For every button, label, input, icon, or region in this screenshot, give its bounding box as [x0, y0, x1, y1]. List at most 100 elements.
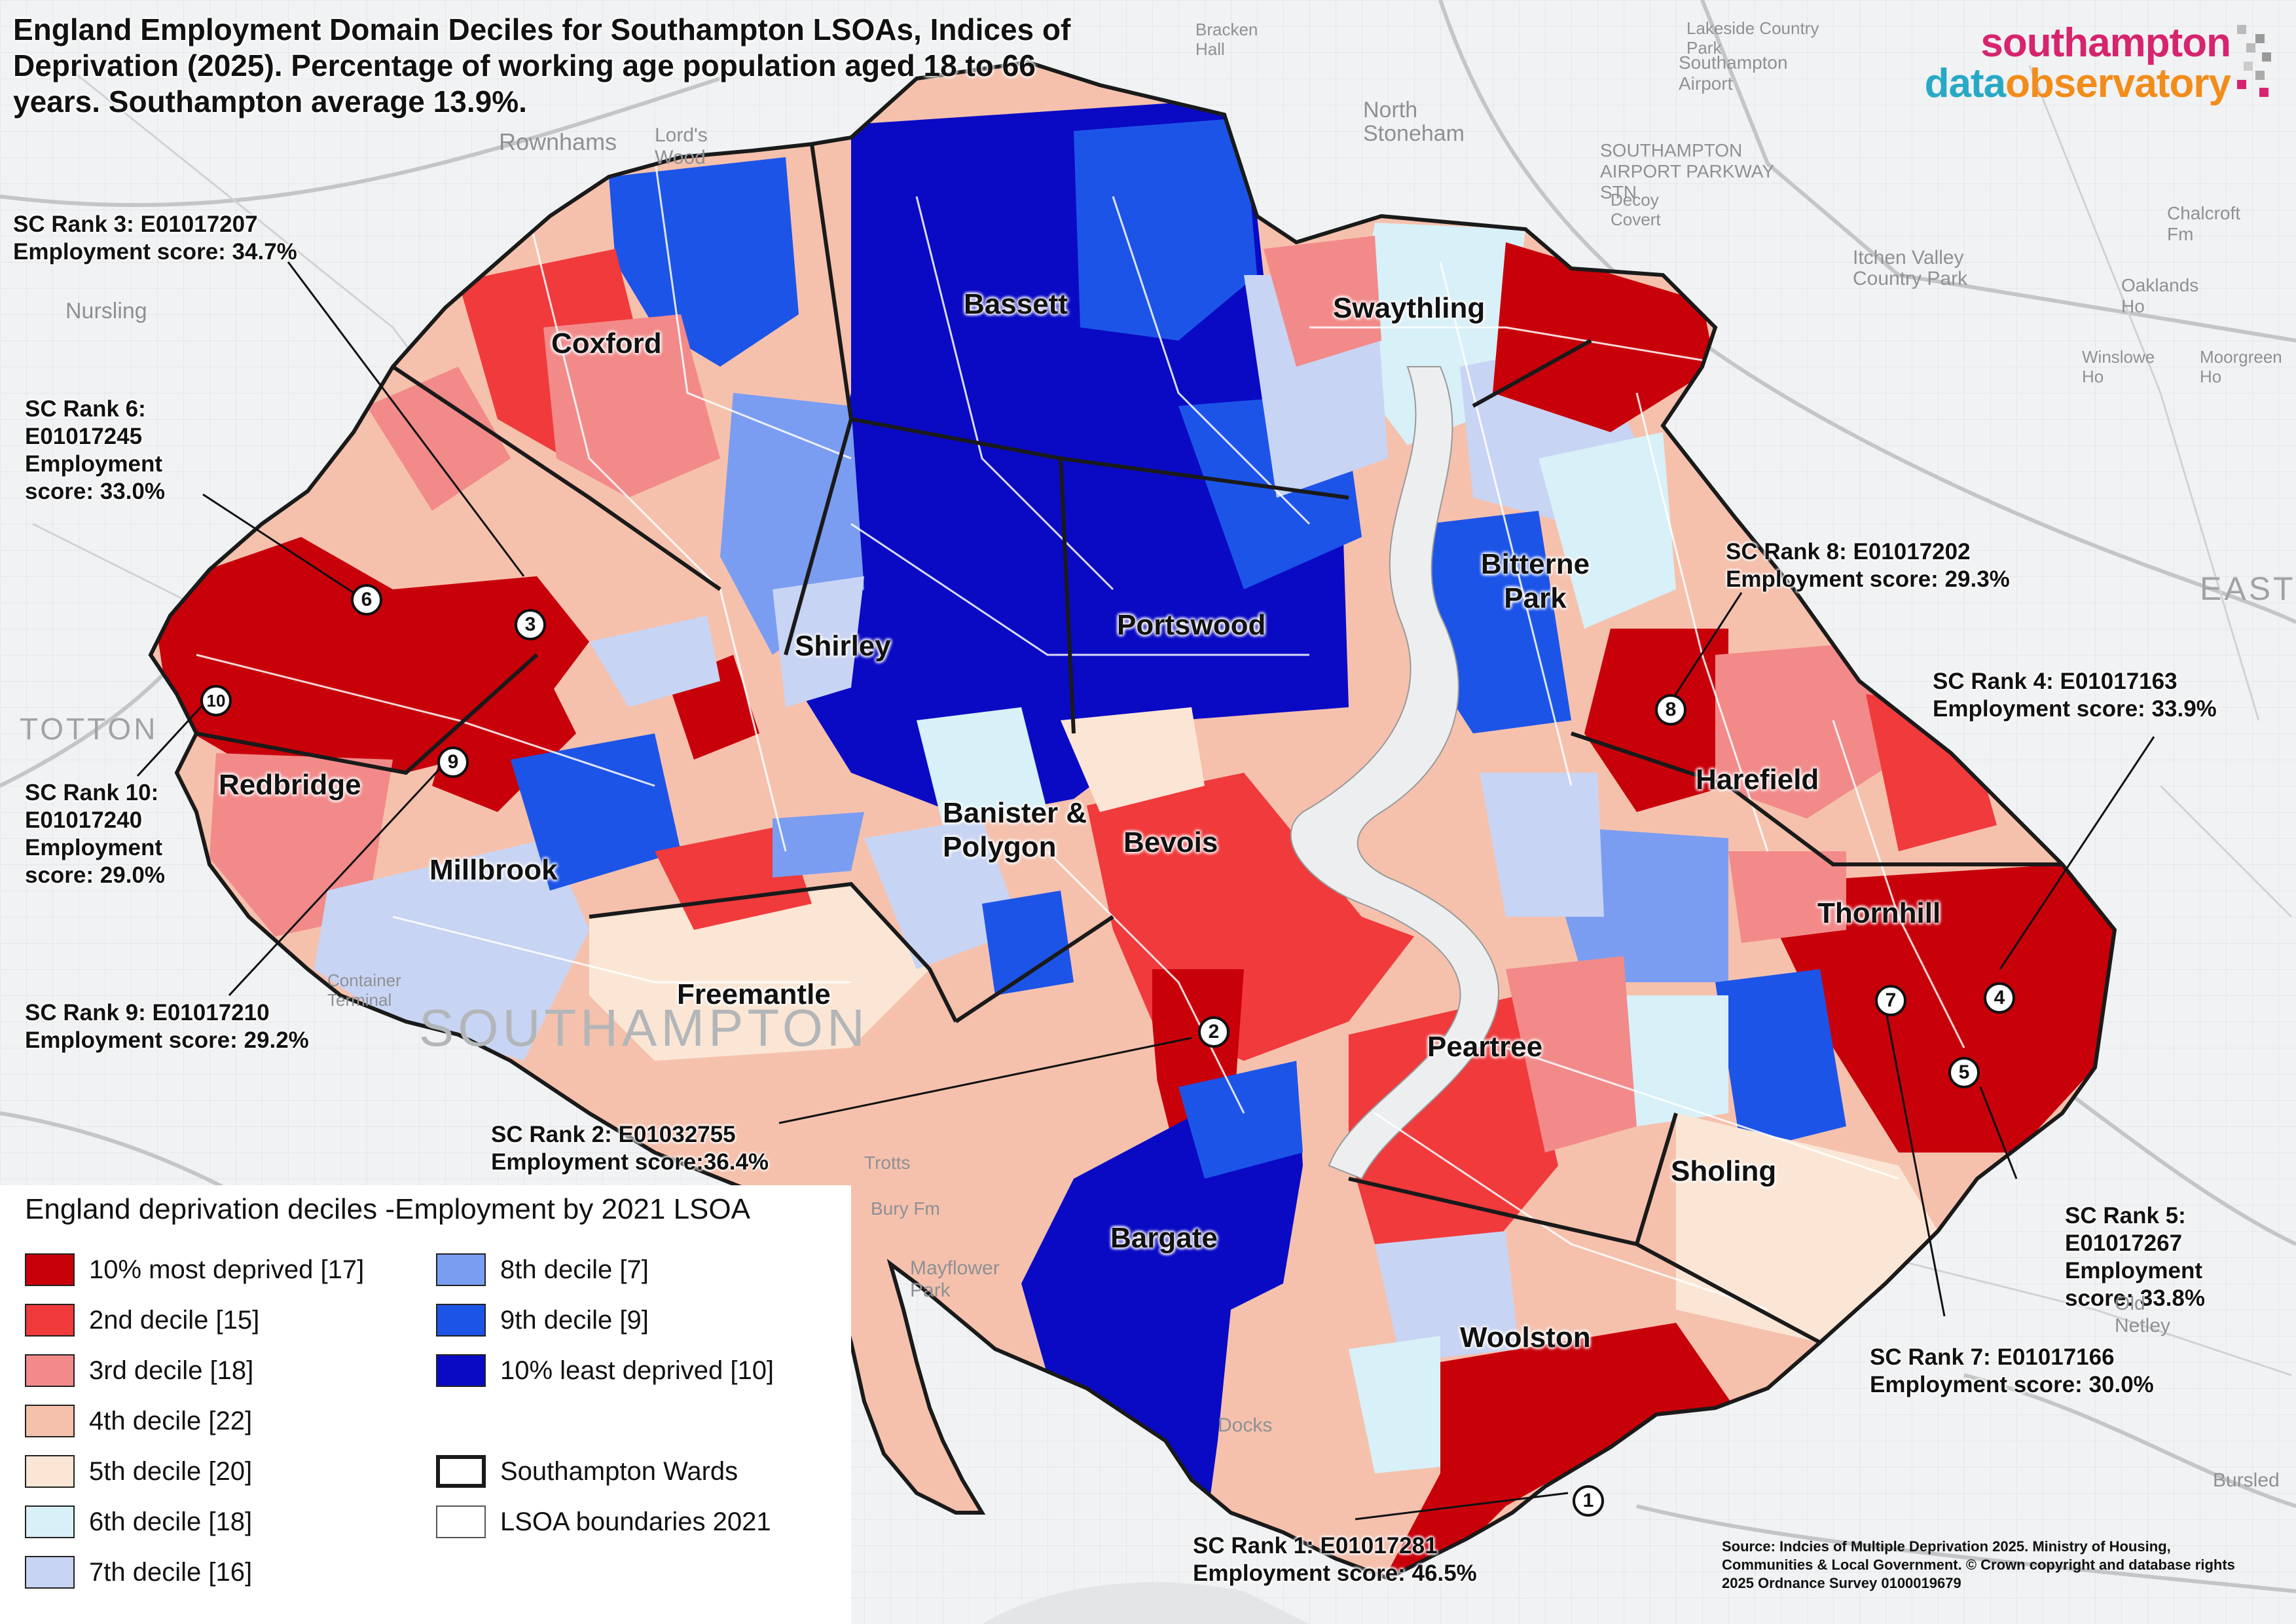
- annotation-rank-2: SC Rank 2: E01032755 Employment score:36…: [491, 1122, 769, 1175]
- legend-label: 4th decile [22]: [89, 1406, 253, 1435]
- ward-label-sholing: Sholing: [1671, 1155, 1777, 1187]
- legend-label: 2nd decile [15]: [89, 1305, 260, 1335]
- legend-label: 3rd decile [18]: [89, 1356, 254, 1385]
- legend-label: 10% least deprived [10]: [500, 1356, 774, 1385]
- basemap-label: Docks: [1218, 1414, 1273, 1436]
- ward-label-portswood: Portswood: [1117, 609, 1266, 641]
- legend-label: 6th decile [18]: [89, 1507, 253, 1536]
- legend-swatch: [25, 1505, 75, 1538]
- legend-item-decile-10: 10% least deprived [10]: [436, 1352, 774, 1390]
- basemap-label: EASTLE: [2200, 570, 2296, 607]
- legend-item-decile-7: 7th decile [16]: [25, 1553, 252, 1591]
- basemap-label: Oaklands Ho: [2121, 275, 2199, 316]
- annotation-rank-10: SC Rank 10: E01017240 Employment score: …: [25, 780, 166, 888]
- basemap-label: Trotts: [864, 1153, 911, 1173]
- legend-item-decile-5: 5th decile [20]: [25, 1452, 252, 1490]
- annotation-rank-6: SC Rank 6: E01017245 Employment score: 3…: [25, 396, 166, 504]
- annotation-rank-3: SC Rank 3: E01017207 Employment score: 3…: [13, 212, 297, 265]
- ward-label-banister-polygon: Banister & Polygon: [943, 797, 1087, 863]
- ward-label-bitterne-park: Bitterne Park: [1480, 548, 1590, 614]
- basemap-label: TOTTON: [20, 712, 158, 746]
- annotation-rank-8: SC Rank 8: E01017202 Employment score: 2…: [1726, 539, 2010, 592]
- legend-swatch: [25, 1253, 75, 1286]
- basemap-label: Winslowe Ho: [2082, 347, 2155, 386]
- annotation-rank-7: SC Rank 7: E01017166 Employment score: 3…: [1870, 1344, 2154, 1397]
- rank-marker-4: 4: [1984, 982, 2015, 1014]
- basemap-label: SOUTHAMPTON AIRPORT PARKWAY STN: [1600, 140, 1774, 202]
- basemap-label: Moorgreen Ho: [2200, 347, 2282, 386]
- ward-label-peartree: Peartree: [1427, 1031, 1543, 1063]
- logo-line2: dataobservatory: [1925, 60, 2231, 107]
- legend-swatch: [436, 1253, 486, 1286]
- map-title: England Employment Domain Deciles for So…: [13, 12, 1071, 119]
- basemap-label: Rownhams: [499, 128, 617, 155]
- legend-title: England deprivation deciles -Employment …: [25, 1193, 750, 1225]
- basemap-label: Nursling: [65, 299, 147, 323]
- legend-swatch: [436, 1505, 486, 1538]
- logo-line1: southampton: [1980, 20, 2231, 65]
- basemap-label: Mayflower Park: [910, 1257, 1000, 1301]
- legend-label: 8th decile [7]: [500, 1255, 649, 1284]
- legend-swatch: [436, 1455, 486, 1488]
- basemap-label: Southampton Airport: [1679, 52, 1788, 94]
- rank-marker-9: 9: [437, 747, 469, 778]
- basemap-label: North Stoneham: [1363, 98, 1465, 146]
- basemap-label: Lord's Wood: [655, 124, 708, 168]
- ward-boundaries: [151, 62, 2115, 1578]
- legend-label: 9th decile [9]: [500, 1305, 649, 1335]
- ward-label-swaythling: Swaythling: [1333, 292, 1485, 324]
- ward-label-woolston: Woolston: [1460, 1321, 1591, 1354]
- basemap-label: Decoy Covert: [1611, 190, 1661, 229]
- legend-swatch: [25, 1455, 75, 1488]
- legend-item-decile-8: 8th decile [7]: [436, 1251, 649, 1289]
- legend-label: 5th decile [20]: [89, 1456, 253, 1486]
- rank-marker-7: 7: [1875, 985, 1906, 1016]
- legend-swatch: [436, 1354, 486, 1387]
- legend-item-decile-3: 3rd decile [18]: [25, 1352, 253, 1390]
- annotation-rank-5: SC Rank 5: E01017267 Employment score: 3…: [2065, 1203, 2206, 1311]
- legend-label: Southampton Wards: [500, 1456, 738, 1486]
- rank-marker-6: 6: [351, 584, 382, 616]
- ward-label-freemantle: Freemantle: [677, 978, 831, 1010]
- basemap-label: Bursled: [2213, 1469, 2280, 1491]
- basemap-label: Itchen Valley Country Park: [1853, 247, 1968, 289]
- ward-label-millbrook: Millbrook: [429, 854, 558, 886]
- basemap-label: Lakeside Country Park: [1686, 18, 1819, 58]
- annotation-leaders: [136, 261, 2155, 1521]
- annotation-rank-1: SC Rank 1: E01017281 Employment score: 4…: [1193, 1533, 1477, 1586]
- ward-label-bevois: Bevois: [1123, 826, 1218, 858]
- ward-label-redbridge: Redbridge: [219, 769, 361, 801]
- legend-item-wards: Southampton Wards: [436, 1452, 738, 1490]
- basemap-label: Bracken Hall: [1195, 20, 1258, 59]
- legend-item-decile-1: 10% most deprived [17]: [25, 1251, 364, 1289]
- legend-swatch: [25, 1405, 75, 1437]
- rank-marker-3: 3: [515, 609, 546, 640]
- rank-marker-10: 10: [200, 685, 232, 716]
- ward-label-thornhill: Thornhill: [1817, 897, 1941, 929]
- legend-item-decile-9: 9th decile [9]: [436, 1301, 649, 1339]
- rank-marker-5: 5: [1948, 1057, 1980, 1088]
- rank-marker-1: 1: [1573, 1485, 1604, 1517]
- legend-item-lsoa: LSOA boundaries 2021: [436, 1503, 771, 1541]
- ward-label-harefield: Harefield: [1696, 764, 1819, 796]
- basemap-label: SOUTHAMPTON: [419, 999, 869, 1057]
- legend-swatch: [25, 1556, 75, 1589]
- rank-marker-2: 2: [1198, 1016, 1230, 1048]
- legend-item-decile-4: 4th decile [22]: [25, 1402, 252, 1440]
- basemap-label: Bury Fm: [871, 1198, 940, 1219]
- legend-label: 10% most deprived [17]: [89, 1255, 365, 1284]
- logo-grid-icon: [2237, 25, 2271, 97]
- legend-label: LSOA boundaries 2021: [500, 1507, 771, 1536]
- basemap-label: Old Netley: [2115, 1293, 2171, 1337]
- legend-swatch: [25, 1304, 75, 1337]
- ward-label-bassett: Bassett: [964, 288, 1068, 320]
- logo-line2-observatory: observatory: [2005, 61, 2231, 106]
- annotation-rank-9: SC Rank 9: E01017210 Employment score: 2…: [25, 1000, 309, 1053]
- rank-marker-8: 8: [1655, 694, 1686, 726]
- legend-label: 7th decile [16]: [89, 1557, 253, 1587]
- legend: England deprivation deciles -Employment …: [0, 1185, 851, 1624]
- legend-item-decile-2: 2nd decile [15]: [25, 1301, 259, 1339]
- legend-swatch: [25, 1354, 75, 1387]
- legend-item-decile-6: 6th decile [18]: [25, 1503, 252, 1541]
- source-note: Source: Indcies of Multiple Deprivation …: [1722, 1538, 2235, 1591]
